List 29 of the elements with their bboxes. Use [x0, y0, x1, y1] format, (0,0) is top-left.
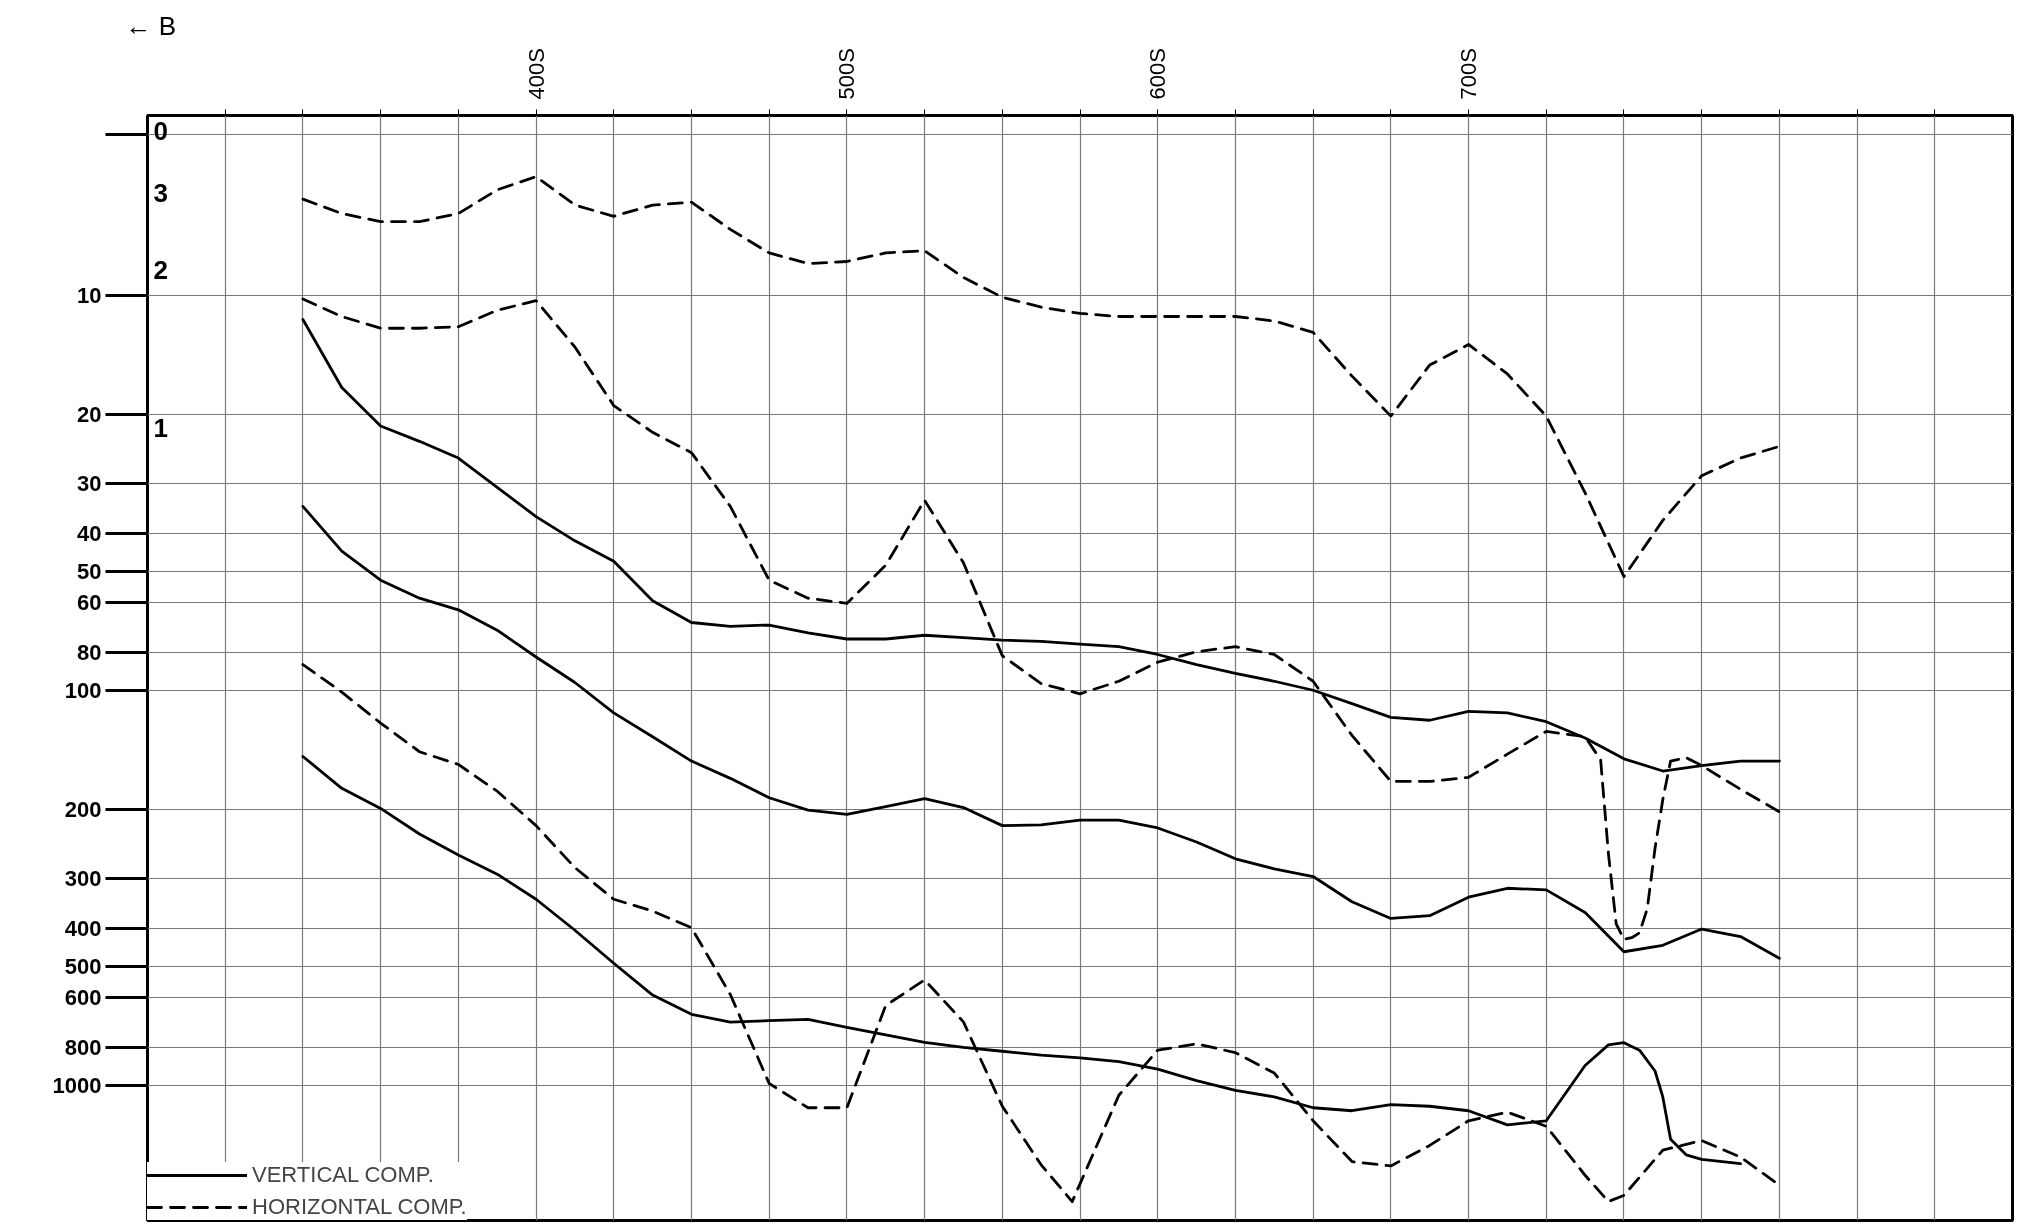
- annotation: 0: [153, 115, 168, 146]
- x-tick-label: 500S: [834, 48, 860, 100]
- y-tick-label: 600: [64, 985, 102, 1011]
- text: ← B: [125, 10, 177, 41]
- y-tick-label: 100: [64, 677, 102, 703]
- x-tick-label: 400S: [523, 48, 549, 100]
- annotation: 1: [153, 412, 168, 443]
- y-tick-label: 300: [64, 866, 102, 892]
- line-series: [301, 297, 1781, 941]
- x-tick-label: 600S: [1145, 48, 1171, 100]
- legend-label: HORIZONTAL COMP.: [252, 1194, 467, 1220]
- y-tick-label: 20: [77, 401, 102, 427]
- legend-label: VERTICAL COMP.: [252, 1162, 434, 1188]
- y-tick-label: 200: [64, 796, 102, 822]
- line-series: [301, 175, 1781, 579]
- annotation: 2: [153, 254, 168, 285]
- y-tick-label: 60: [77, 590, 102, 616]
- y-tick-label: 80: [77, 639, 102, 665]
- y-tick-label: 500: [64, 953, 102, 979]
- x-tick-label: 700S: [1456, 48, 1482, 100]
- y-tick-label: 40: [77, 520, 102, 546]
- y-tick-label: 1000: [52, 1072, 102, 1098]
- y-tick-label: 50: [77, 559, 102, 585]
- annotation: 3: [153, 177, 168, 208]
- y-tick-label: 400: [64, 915, 102, 941]
- y-tick-label: 10: [77, 283, 102, 309]
- line-series: [301, 505, 1781, 960]
- y-tick-label: 800: [64, 1034, 102, 1060]
- y-tick-label: 30: [77, 471, 102, 497]
